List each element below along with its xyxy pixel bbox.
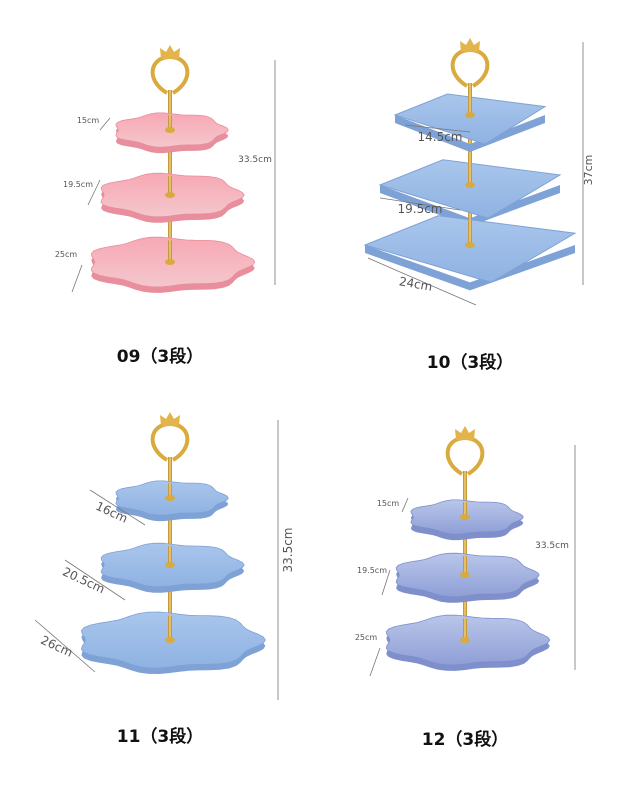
plate <box>378 159 562 219</box>
size-label: 15cm <box>77 116 100 125</box>
plate <box>393 93 547 145</box>
knob <box>165 637 175 643</box>
height-label: 33.5cm <box>535 541 569 551</box>
size-label: 25cm <box>55 250 78 259</box>
plate-side <box>395 115 545 152</box>
size-label: 19.5cm <box>357 566 387 575</box>
size-line <box>404 124 471 133</box>
size-line <box>87 179 101 206</box>
pole-segment <box>168 483 172 498</box>
size-line <box>71 264 83 293</box>
handle <box>445 435 485 476</box>
size-label: 14.5cm <box>417 130 462 144</box>
product-label: 12（3段） <box>422 729 509 750</box>
knob <box>165 127 175 133</box>
knob <box>460 572 470 578</box>
height-label: 33.5cm <box>281 527 295 572</box>
knob <box>465 182 475 188</box>
cake-stand: 33.5cm 15cm 19.5cm 25cm 09（3段） <box>55 45 276 367</box>
pole-segment <box>463 618 467 640</box>
knob <box>460 514 470 520</box>
cake-stand: 37cm 14.5cm 19.5cm 24cm 10（3段） <box>363 38 595 373</box>
plate <box>363 215 577 283</box>
pole-segment <box>468 162 472 185</box>
pole-segment <box>468 218 472 245</box>
crown <box>460 38 480 52</box>
size-label: 20.5cm <box>60 565 107 597</box>
size-line <box>369 647 381 677</box>
pole-segment <box>463 556 467 575</box>
pole-segment <box>168 546 172 565</box>
height-label: 33.5cm <box>238 155 272 165</box>
height-label: 37cm <box>582 155 595 186</box>
size-label: 24cm <box>398 274 433 294</box>
pole-segment <box>468 96 472 115</box>
pole-segment <box>168 115 172 130</box>
knob <box>165 562 175 568</box>
size-label: 25cm <box>355 633 378 642</box>
product-label: 11（3段） <box>117 726 204 747</box>
handle <box>450 47 490 88</box>
size-line <box>401 497 409 513</box>
pole-segment <box>168 240 172 262</box>
size-label: 15cm <box>377 499 400 508</box>
knob <box>465 242 475 248</box>
size-line <box>379 197 461 211</box>
knob <box>165 259 175 265</box>
cake-stand: 33.5cm 15cm 19.5cm 25cm 12（3段） <box>355 426 576 750</box>
size-line <box>64 559 126 601</box>
size-line <box>381 569 391 596</box>
size-line <box>89 489 146 526</box>
product-label: 10（3段） <box>427 352 514 373</box>
pole-segment <box>168 176 172 195</box>
knob <box>165 495 175 501</box>
size-line <box>367 257 477 306</box>
plate-side <box>380 185 560 227</box>
knob <box>165 192 175 198</box>
pole-segment <box>463 502 467 517</box>
size-label: 26cm <box>39 633 75 660</box>
size-label: 19.5cm <box>397 202 442 216</box>
handle <box>150 421 190 462</box>
knob <box>465 112 475 118</box>
size-line <box>34 619 96 673</box>
pole-segment <box>168 615 172 640</box>
product-label: 09（3段） <box>117 346 204 367</box>
size-line <box>99 117 111 131</box>
crown <box>160 45 180 59</box>
crown <box>455 426 475 440</box>
handle <box>150 54 190 95</box>
size-label: 19.5cm <box>63 180 93 189</box>
knob <box>460 637 470 643</box>
crown <box>160 412 180 426</box>
plate-side <box>365 245 575 291</box>
